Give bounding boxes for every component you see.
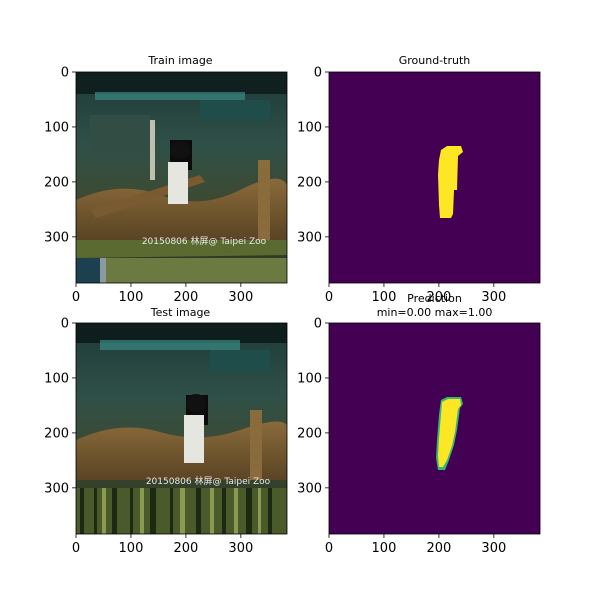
panel-train: Train image 20150806 林屏@ Taipei Zoo	[75, 54, 288, 284]
x-tick-label: 300	[228, 290, 253, 305]
x-tick-label: 300	[481, 290, 506, 305]
x-tick-label: 200	[173, 541, 198, 556]
y-tick-label: 0	[61, 66, 69, 81]
y-tick-label: 200	[297, 175, 322, 190]
x-tick-label: 200	[426, 541, 451, 556]
y-tick-label: 300	[297, 230, 322, 245]
test-photo: 20150806 林屏@ Taipei Zoo	[76, 323, 287, 534]
panel-prediction: Prediction min=0.00 max=1.00	[328, 292, 541, 535]
train-watermark: 20150806 林屏@ Taipei Zoo	[142, 235, 267, 247]
y-tick-label: 100	[44, 371, 69, 386]
panel-test: Test image 20150806	[75, 306, 288, 535]
train-photo: 20150806 林屏@ Taipei Zoo	[76, 72, 287, 283]
panel-ground-truth: Ground-truth	[328, 54, 541, 284]
train-axes	[75, 71, 288, 284]
tick-layer: 0 100 200 300 0 100 200 300 0 100 200 300 0 100 200 300…	[44, 66, 506, 557]
panel-title: Test image	[150, 306, 211, 319]
ground-truth-axes	[328, 71, 541, 284]
ground-truth-mask	[329, 72, 540, 283]
y-tick-label: 100	[297, 371, 322, 386]
y-tick-label: 300	[297, 481, 322, 496]
x-tick-label: 100	[372, 290, 397, 305]
y-tick-label: 300	[44, 230, 69, 245]
test-axes	[75, 322, 288, 535]
y-tick-label: 200	[44, 175, 69, 190]
y-tick-label: 200	[44, 426, 69, 441]
panel-subtitle: min=0.00 max=1.00	[377, 306, 493, 319]
panel-title: Train image	[147, 54, 212, 67]
y-tick-label: 200	[297, 426, 322, 441]
y-tick-label: 100	[297, 120, 322, 135]
test-watermark: 20150806 林屏@ Taipei Zoo	[146, 475, 271, 487]
y-tick-label: 0	[314, 66, 322, 81]
x-tick-label: 100	[372, 541, 397, 556]
x-tick-label: 100	[119, 290, 144, 305]
x-tick-label: 0	[325, 541, 333, 556]
prediction-mask	[329, 323, 540, 534]
x-tick-label: 100	[119, 541, 144, 556]
y-tick-label: 300	[44, 481, 69, 496]
x-tick-label: 200	[173, 290, 198, 305]
panel-title: Ground-truth	[399, 54, 471, 67]
panel-title: Prediction	[407, 292, 462, 305]
x-tick-label: 300	[481, 541, 506, 556]
x-tick-label: 200	[426, 290, 451, 305]
x-tick-label: 0	[72, 290, 80, 305]
x-tick-label: 300	[228, 541, 253, 556]
y-tick-label: 100	[44, 120, 69, 135]
x-tick-label: 0	[325, 290, 333, 305]
y-tick-label: 0	[314, 317, 322, 332]
x-tick-label: 0	[72, 541, 80, 556]
prediction-axes	[328, 322, 541, 535]
y-tick-label: 0	[61, 317, 69, 332]
